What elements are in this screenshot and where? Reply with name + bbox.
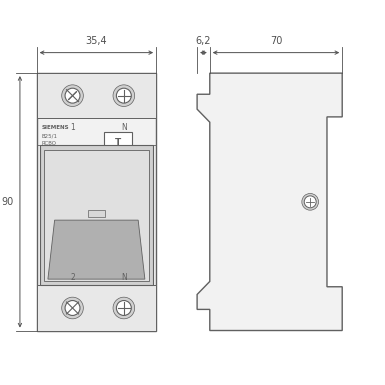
Bar (37, 285, 156, 330)
Bar (44, 150, 149, 281)
Circle shape (65, 88, 80, 103)
Circle shape (113, 297, 135, 319)
Text: B25/1: B25/1 (41, 133, 57, 138)
Circle shape (116, 88, 131, 103)
Text: N: N (121, 273, 127, 282)
Circle shape (62, 297, 83, 319)
Bar (37, 73, 156, 118)
Bar (88, 210, 105, 217)
Circle shape (62, 85, 83, 107)
Text: 6,2: 6,2 (196, 36, 211, 46)
Text: 70: 70 (270, 36, 282, 46)
Circle shape (113, 85, 135, 107)
Circle shape (304, 196, 316, 208)
Text: 2: 2 (70, 273, 75, 282)
Polygon shape (48, 220, 145, 279)
Text: SIEMENS: SIEMENS (41, 125, 69, 130)
Text: N: N (121, 123, 127, 132)
Text: 90: 90 (1, 197, 13, 207)
Polygon shape (197, 73, 342, 330)
Text: 35,4: 35,4 (85, 36, 107, 46)
Bar (40, 146, 153, 285)
Text: T: T (116, 138, 122, 147)
Circle shape (302, 194, 318, 210)
Circle shape (116, 301, 131, 315)
Text: 1: 1 (70, 123, 75, 132)
Bar (37, 73, 156, 330)
Circle shape (65, 301, 80, 315)
Bar (104, 132, 132, 153)
Text: RCBO: RCBO (41, 141, 56, 146)
